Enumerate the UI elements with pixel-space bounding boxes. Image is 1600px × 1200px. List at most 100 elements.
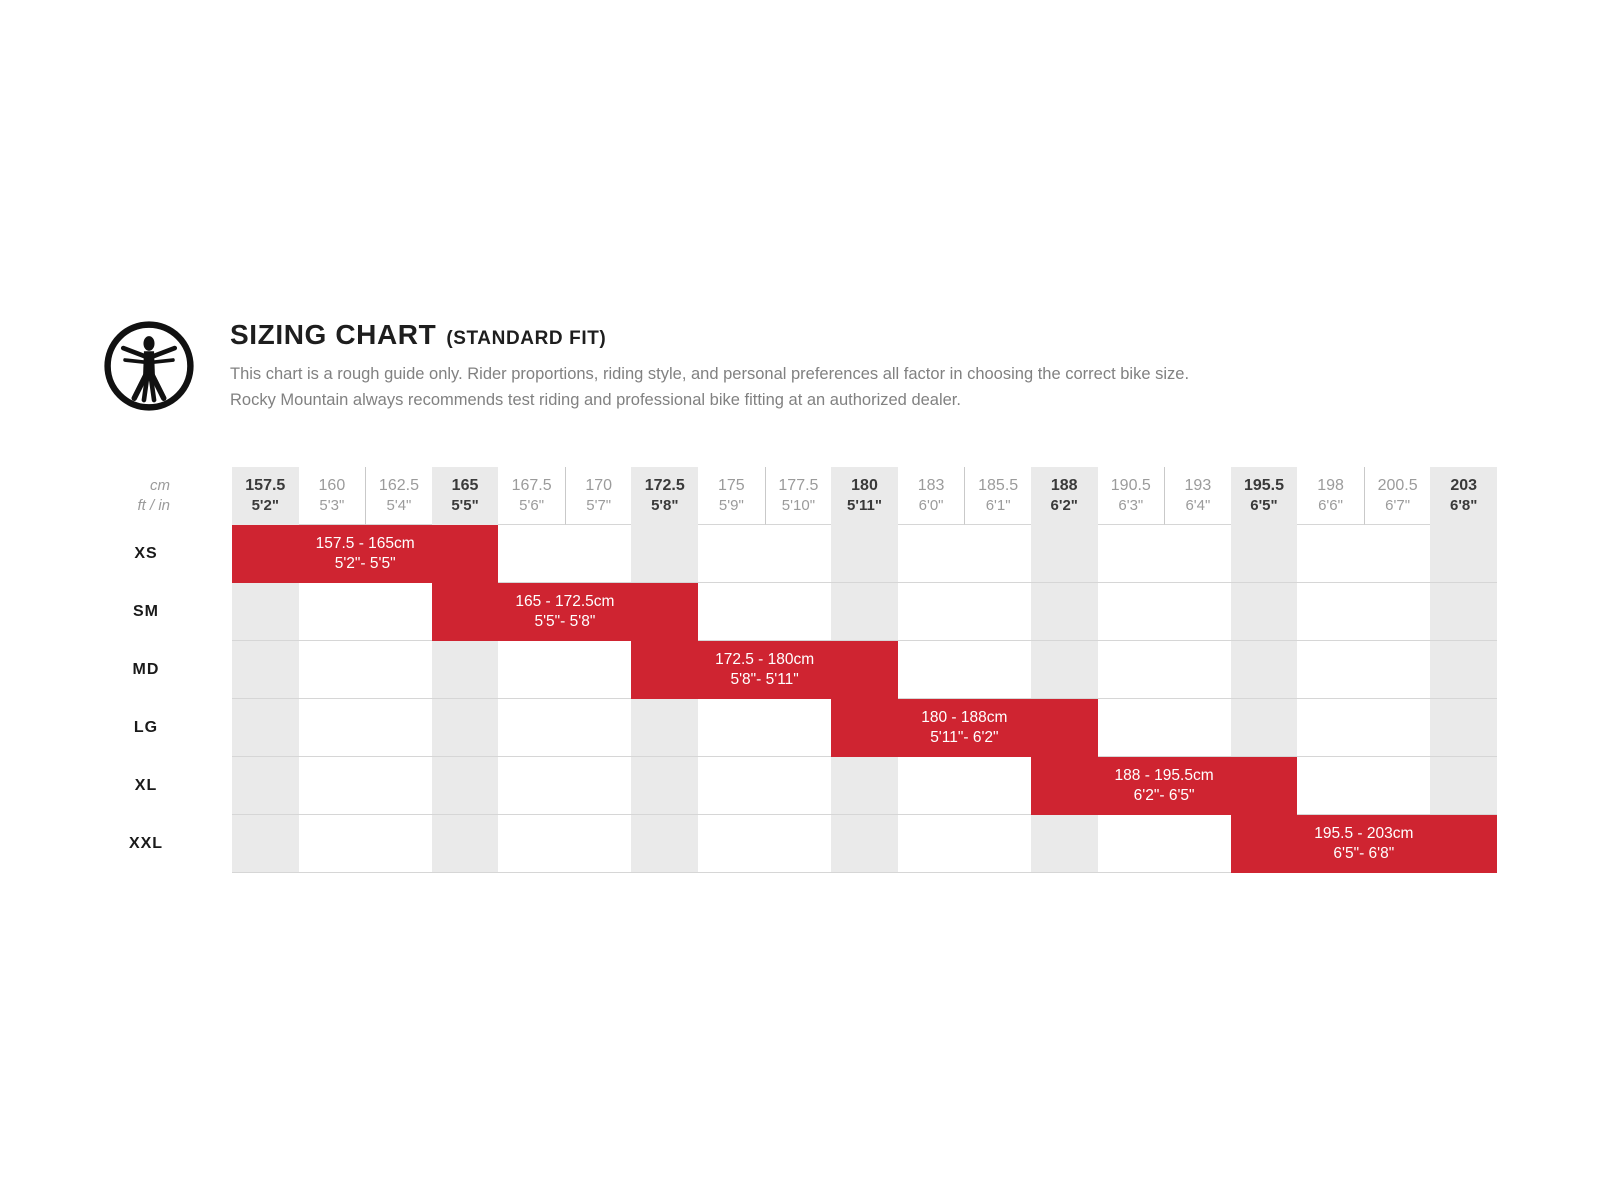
sizing-table-body: 157.5 - 165cm 5'2"- 5'5" 165 - 172.5cm 5'5"… xyxy=(232,525,1497,873)
body-cell xyxy=(831,815,898,872)
range-cm-text: 165 - 172.5cm xyxy=(515,593,615,610)
height-ftin-label: 6'4" xyxy=(1185,496,1211,514)
body-cell xyxy=(964,525,1031,582)
body-cell xyxy=(564,641,632,698)
body-cell xyxy=(1430,641,1497,698)
size-row-label-xs: XS xyxy=(134,545,158,562)
range-ftin-text: 6'2"- 6'5" xyxy=(1133,787,1195,804)
header-cell-188: 188 6'2" xyxy=(1030,467,1098,525)
header-cell-180: 180 5'11" xyxy=(831,467,898,525)
body-cell xyxy=(897,525,965,582)
height-cm-label: 165 xyxy=(451,477,479,494)
range-cm-text: 180 - 188cm xyxy=(921,709,1008,726)
body-cell xyxy=(1363,641,1431,698)
height-cm-label: 195.5 xyxy=(1243,477,1284,494)
body-cell xyxy=(232,583,299,640)
height-ftin-label: 6'1" xyxy=(985,496,1011,514)
body-cell xyxy=(1164,815,1231,872)
size-range-bar-lg: 180 - 188cm 5'11"- 6'2" xyxy=(831,699,1098,757)
body-cell xyxy=(564,815,632,872)
header-cell-172.5: 172.5 5'8" xyxy=(631,467,699,525)
height-ftin-label: 6'7" xyxy=(1385,496,1411,514)
height-ftin-label: 5'5" xyxy=(451,497,479,514)
size-row-label-xxl: XXL xyxy=(128,835,164,852)
header-cell-157.5: 157.5 5'2" xyxy=(232,467,299,525)
range-ftin-text: 5'8"- 5'11" xyxy=(730,671,799,688)
page-title: SIZING CHART xyxy=(230,319,437,350)
header-cell-160: 160 5'3" xyxy=(298,467,366,525)
height-ftin-label: 6'0" xyxy=(918,496,944,514)
body-cell xyxy=(298,583,366,640)
body-cell xyxy=(298,757,366,814)
unit-labels: cm ft / in xyxy=(60,467,170,525)
height-cm-label: 193 xyxy=(1184,476,1212,494)
body-cell xyxy=(698,699,765,756)
body-cell xyxy=(1363,757,1431,814)
body-cell xyxy=(232,641,299,698)
body-cell xyxy=(431,815,499,872)
body-cell xyxy=(1297,699,1364,756)
table-row-lg: 180 - 188cm 5'11"- 6'2" xyxy=(232,699,1497,757)
height-cm-label: 157.5 xyxy=(245,477,286,494)
body-cell xyxy=(298,699,366,756)
height-column-header: 157.5 5'2" 160 5'3" 162.5 5'4" 165 5'5" 167.5 5'6… xyxy=(232,467,1497,525)
body-cell xyxy=(964,815,1031,872)
height-ftin-label: 5'7" xyxy=(586,496,612,514)
unit-label-ftin: ft / in xyxy=(137,497,170,514)
body-cell xyxy=(1297,583,1364,640)
body-cell xyxy=(1297,641,1364,698)
body-cell xyxy=(1097,815,1165,872)
body-cell xyxy=(964,583,1031,640)
height-cm-label: 180 xyxy=(851,477,878,494)
body-cell xyxy=(1097,583,1165,640)
range-cm-text: 188 - 195.5cm xyxy=(1114,767,1214,784)
page-title-row: SIZING CHART (STANDARD FIT) xyxy=(230,319,606,351)
body-cell xyxy=(1363,525,1431,582)
body-cell xyxy=(365,699,432,756)
body-cell xyxy=(764,815,832,872)
body-cell xyxy=(365,757,432,814)
height-cm-label: 167.5 xyxy=(511,476,552,494)
height-ftin-label: 6'6" xyxy=(1318,496,1343,514)
size-range-bar-md: 172.5 - 180cm 5'8"- 5'11" xyxy=(631,641,898,699)
height-cm-label: 175 xyxy=(717,476,745,494)
body-cell xyxy=(498,525,565,582)
body-cell xyxy=(298,641,366,698)
body-cell xyxy=(1030,815,1098,872)
body-cell xyxy=(1164,583,1231,640)
header-cell-185.5: 185.5 6'1" xyxy=(964,467,1031,525)
header-cell-167.5: 167.5 5'6" xyxy=(498,467,565,525)
height-ftin-label: 5'11" xyxy=(847,497,882,514)
height-ftin-label: 5'3" xyxy=(319,496,345,514)
height-cm-label: 198 xyxy=(1317,476,1344,494)
size-row-label-md: MD xyxy=(132,661,160,678)
range-ftin-text: 6'5"- 6'8" xyxy=(1333,845,1395,862)
body-cell xyxy=(498,641,565,698)
table-row-md: 172.5 - 180cm 5'8"- 5'11" xyxy=(232,641,1497,699)
body-cell xyxy=(564,757,632,814)
header-cell-165: 165 5'5" xyxy=(431,467,499,525)
size-range-bar-xs: 157.5 - 165cm 5'2"- 5'5" xyxy=(232,525,499,583)
body-cell xyxy=(1363,699,1431,756)
body-cell xyxy=(631,699,699,756)
header-cell-170: 170 5'7" xyxy=(564,467,632,525)
height-cm-label: 183 xyxy=(917,476,945,494)
body-cell xyxy=(564,699,632,756)
body-cell xyxy=(1164,641,1231,698)
body-cell xyxy=(1297,757,1364,814)
body-cell xyxy=(631,815,699,872)
height-cm-label: 160 xyxy=(318,476,346,494)
body-cell xyxy=(897,641,965,698)
body-cell xyxy=(698,583,765,640)
body-cell xyxy=(897,815,965,872)
header-cell-203: 203 6'8" xyxy=(1430,467,1497,525)
body-cell xyxy=(1030,583,1098,640)
size-row-label-xl: XL xyxy=(134,777,158,794)
header-cell-162.5: 162.5 5'4" xyxy=(365,467,432,525)
body-cell xyxy=(431,699,499,756)
body-cell xyxy=(232,757,299,814)
body-cell xyxy=(1164,525,1231,582)
body-cell xyxy=(1230,583,1298,640)
fit-type-label: (STANDARD FIT) xyxy=(446,328,607,349)
